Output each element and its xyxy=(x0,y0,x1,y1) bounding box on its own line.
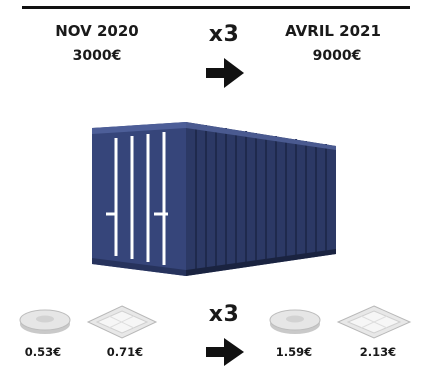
end-date: AVRIL 2021 xyxy=(285,22,381,40)
price-square-panel-before: 0.71€ xyxy=(106,345,144,359)
price-round-light-after: 1.59€ xyxy=(275,345,313,359)
bottom-multiplier: x3 xyxy=(208,302,240,327)
square-ceiling-panel-icon xyxy=(336,305,412,339)
shipping-container-icon xyxy=(92,122,336,276)
start-date: NOV 2020 xyxy=(55,22,139,40)
right-arrow-icon xyxy=(206,58,244,88)
end-price: 9000€ xyxy=(312,48,362,64)
price-square-panel-after: 2.13€ xyxy=(359,345,397,359)
right-arrow-icon xyxy=(206,338,244,366)
square-ceiling-panel-icon xyxy=(86,305,158,339)
start-price: 3000€ xyxy=(72,48,122,64)
top-divider xyxy=(22,6,410,9)
round-ceiling-light-icon xyxy=(19,309,71,334)
top-multiplier: x3 xyxy=(208,22,240,47)
price-round-light-before: 0.53€ xyxy=(24,345,62,359)
round-ceiling-light-icon xyxy=(269,309,321,334)
